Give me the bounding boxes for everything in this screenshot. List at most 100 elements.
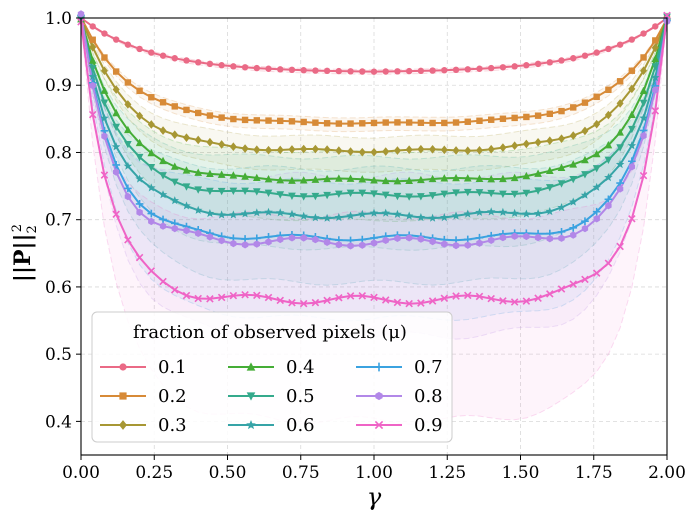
data-point-0.1: [241, 64, 249, 71]
data-point-0.3: [452, 146, 460, 155]
data-point-0.3: [616, 99, 624, 108]
data-point-0.8: [347, 242, 354, 250]
data-point-0.4: [628, 110, 636, 119]
x-tick-label: 0.00: [62, 463, 100, 483]
data-point-0.4: [346, 174, 355, 182]
data-point-0.8: [523, 232, 530, 241]
data-point-0.9: [147, 267, 156, 275]
data-point-0.5: [440, 190, 449, 198]
data-point-0.1: [640, 30, 647, 37]
legend-entries: 0.1 0.2 0.3 0.4 0.5 0.6 0.7 0.8 0.9: [100, 357, 443, 436]
data-point-0.9: [135, 253, 144, 262]
data-point-0.2: [218, 114, 225, 121]
data-point-0.8: [499, 234, 507, 242]
data-point-0.5: [405, 193, 413, 201]
data-point-0.6: [170, 196, 179, 205]
data-point-0.8: [148, 217, 155, 226]
data-point-0.6: [182, 201, 191, 210]
data-point-0.6: [88, 72, 97, 81]
data-point-0.5: [651, 63, 660, 71]
data-point-0.5: [487, 189, 496, 198]
data-point-0.4: [159, 156, 167, 165]
data-point-0.8: [452, 241, 460, 250]
data-point-0.2: [464, 118, 471, 125]
y-tick-label: 0.7: [45, 211, 72, 231]
data-point-0.5: [475, 189, 484, 197]
data-point-0.2: [429, 119, 436, 127]
data-point-0.2: [570, 104, 577, 111]
data-point-0.1: [499, 64, 507, 71]
data-point-0.9: [604, 259, 613, 268]
data-point-0.2: [300, 118, 307, 126]
y-axis-ticks: 0.4 0.5 0.6 0.7 0.8 0.9 1.0: [45, 9, 81, 432]
data-point-0.9: [241, 290, 249, 299]
data-point-0.3: [171, 130, 179, 140]
data-point-0.8: [136, 208, 143, 216]
data-point-0.3: [276, 145, 284, 155]
data-point-0.2: [382, 119, 389, 126]
data-point-0.5: [335, 190, 343, 198]
data-point-0.3: [265, 145, 273, 155]
data-point-0.8: [241, 241, 249, 249]
data-point-0.9: [112, 210, 120, 219]
data-point-0.2: [241, 116, 249, 124]
legend-label: 0.1: [158, 357, 187, 378]
data-point-0.1: [195, 59, 202, 66]
data-point-0.2: [124, 79, 132, 86]
data-point-0.8: [159, 222, 167, 230]
data-point-0.4: [100, 86, 109, 94]
data-point-0.4: [311, 175, 320, 183]
legend: fraction of observed pixels (μ) 0.10.20.…: [91, 311, 453, 443]
data-point-0.4: [592, 149, 601, 158]
data-point-0.6: [346, 211, 355, 220]
x-tick-label: 1.50: [502, 463, 540, 483]
data-point-0.2: [288, 118, 296, 125]
data-point-0.8: [394, 234, 401, 242]
legend-swatch-marker: [246, 392, 256, 401]
data-point-0.4: [639, 86, 648, 95]
data-point-0.6: [440, 213, 449, 222]
data-point-0.2: [511, 114, 518, 122]
data-point-0.3: [628, 84, 636, 94]
data-point-0.6: [123, 161, 133, 170]
data-point-0.5: [370, 190, 378, 198]
data-point-0.5: [206, 187, 214, 196]
data-point-0.3: [288, 145, 296, 154]
data-point-0.3: [651, 43, 659, 53]
data-point-0.5: [522, 189, 531, 198]
data-point-0.8: [77, 10, 85, 18]
data-point-0.2: [534, 112, 542, 119]
data-point-0.1: [429, 67, 436, 74]
data-point-0.1: [616, 41, 624, 48]
data-point-0.5: [628, 125, 636, 134]
data-point-0.8: [230, 239, 237, 248]
data-point-0.9: [510, 298, 519, 306]
data-point-0.9: [628, 215, 636, 223]
data-point-0.1: [570, 55, 577, 62]
data-point-0.8: [464, 241, 471, 249]
series-markers-0.3: [77, 12, 671, 157]
data-point-0.5: [534, 187, 542, 195]
legend-swatch-marker: [119, 420, 127, 430]
data-point-0.6: [522, 209, 531, 218]
data-point-0.9: [546, 290, 554, 298]
data-point-0.9: [381, 296, 390, 304]
data-point-0.1: [488, 64, 495, 72]
data-point-0.5: [264, 189, 273, 197]
data-point-0.5: [393, 192, 402, 201]
data-point-0.8: [406, 234, 413, 242]
data-point-0.5: [182, 183, 191, 191]
data-point-0.6: [510, 208, 519, 217]
data-point-0.3: [229, 142, 237, 152]
data-point-0.2: [323, 120, 331, 127]
data-point-0.5: [417, 193, 425, 201]
legend-label: 0.5: [286, 386, 315, 407]
data-point-0.4: [604, 140, 613, 149]
data-point-0.3: [323, 145, 331, 154]
confidence-bands: [80, 13, 668, 425]
data-point-0.3: [194, 135, 202, 145]
data-point-0.4: [147, 148, 156, 157]
data-point-0.2: [335, 120, 343, 127]
data-point-0.8: [323, 238, 331, 246]
